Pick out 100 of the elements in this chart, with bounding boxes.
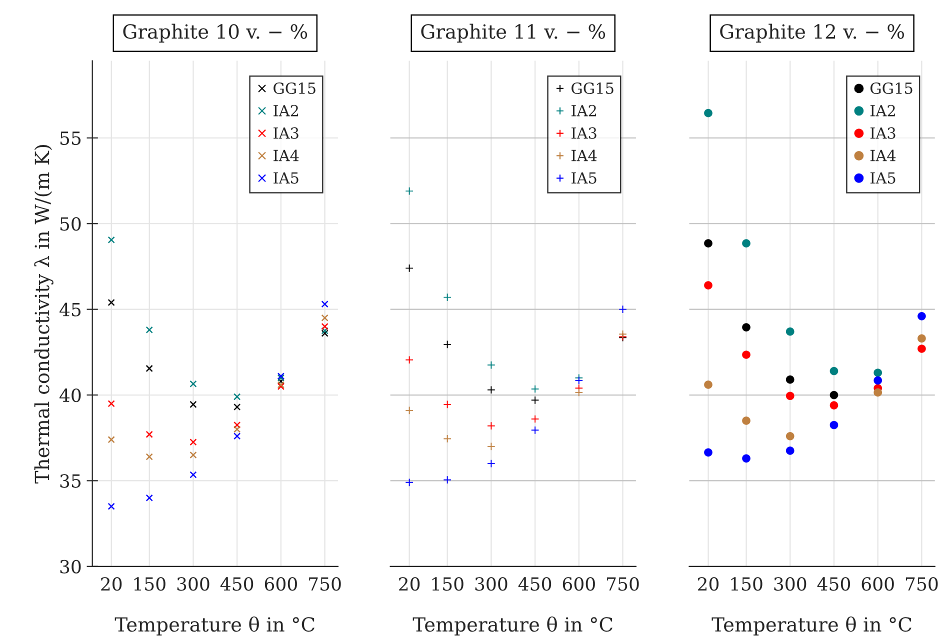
legend-label: IA4 <box>572 150 597 162</box>
legend-label: IA4 <box>870 150 896 162</box>
point <box>146 364 153 372</box>
point <box>487 422 496 430</box>
point <box>321 314 328 322</box>
x-tick-label: 150 <box>134 577 166 591</box>
y-tick-label: 40 <box>60 388 81 402</box>
point <box>830 401 838 410</box>
point <box>704 281 712 290</box>
point <box>146 326 153 334</box>
chart-title: Graphite 12 v. − % <box>720 24 904 43</box>
point <box>918 344 926 353</box>
x-tick-label: 450 <box>817 577 850 591</box>
point <box>190 400 197 408</box>
point <box>146 494 153 502</box>
chart-title: Graphite 11 v. − % <box>421 24 606 43</box>
point <box>405 406 414 415</box>
point <box>108 502 115 510</box>
point <box>487 459 496 468</box>
x-tick-label: 300 <box>177 577 210 591</box>
point <box>704 448 712 457</box>
point <box>918 312 926 320</box>
point <box>704 108 712 118</box>
y-tick-label: 50 <box>60 217 81 231</box>
point <box>108 236 115 244</box>
point <box>190 380 197 388</box>
x-tick-label: 20 <box>698 577 719 591</box>
point <box>786 375 794 384</box>
point <box>190 471 197 478</box>
legend-label: IA5 <box>274 172 298 184</box>
point <box>487 360 496 370</box>
point <box>234 403 241 411</box>
y-axis-title: Thermal conductivity λ in W/(m K) <box>34 145 54 484</box>
point <box>443 400 452 409</box>
point <box>704 380 712 389</box>
point <box>742 239 750 248</box>
point <box>742 350 750 359</box>
x-tick-label: 300 <box>475 577 508 591</box>
x-tick-label: 450 <box>518 577 552 591</box>
x-tick-label: 750 <box>309 577 341 591</box>
point <box>146 453 153 460</box>
legend-label: IA2 <box>274 104 298 116</box>
legend-label: GG15 <box>572 82 614 94</box>
x-tick-label: 20 <box>399 577 420 591</box>
point <box>190 438 197 446</box>
legend-label: IA3 <box>572 127 596 139</box>
point <box>618 330 627 338</box>
point <box>530 426 540 434</box>
point <box>234 432 241 440</box>
legend-label: GG15 <box>274 82 316 94</box>
x-tick-label: 150 <box>731 577 762 591</box>
x-tick-label: 750 <box>607 577 639 591</box>
legend-label: IA3 <box>274 127 298 139</box>
legend-label: IA5 <box>572 172 596 184</box>
point <box>443 340 452 349</box>
y-tick-label: 45 <box>60 302 81 316</box>
point <box>190 451 197 459</box>
point <box>874 368 882 377</box>
point <box>443 434 452 443</box>
x-tick-label: 600 <box>862 577 894 591</box>
legend-label: IA4 <box>274 150 299 162</box>
legend-label: IA3 <box>870 127 896 139</box>
point <box>443 293 452 302</box>
point <box>108 400 115 408</box>
point <box>574 376 584 385</box>
point <box>786 432 794 440</box>
point <box>234 421 241 429</box>
point <box>405 356 414 364</box>
y-tick-label: 30 <box>60 560 81 574</box>
point <box>574 388 584 397</box>
point <box>530 414 540 424</box>
x-tick-label: 750 <box>906 577 938 591</box>
point <box>321 322 328 330</box>
x-tick-label: 300 <box>774 577 806 591</box>
legend-label: GG15 <box>870 82 912 94</box>
point <box>321 300 328 308</box>
point <box>108 298 115 306</box>
point <box>530 396 540 404</box>
point <box>786 446 794 455</box>
point <box>874 376 882 385</box>
legend-label: IA5 <box>870 172 896 184</box>
y-tick-label: 55 <box>60 132 81 146</box>
point <box>405 264 414 272</box>
x-axis-title: Temperature θ in °C <box>712 616 912 636</box>
point <box>530 384 540 394</box>
point <box>277 378 285 385</box>
point <box>786 392 794 400</box>
point <box>234 393 241 400</box>
point <box>108 436 115 444</box>
y-tick-label: 35 <box>60 474 81 488</box>
point <box>742 454 750 463</box>
point <box>742 416 750 425</box>
point <box>487 442 496 451</box>
point <box>146 430 153 438</box>
point <box>704 239 712 248</box>
point <box>321 330 328 337</box>
point <box>234 426 241 433</box>
point <box>830 390 838 400</box>
point <box>405 478 414 487</box>
point <box>443 476 452 484</box>
